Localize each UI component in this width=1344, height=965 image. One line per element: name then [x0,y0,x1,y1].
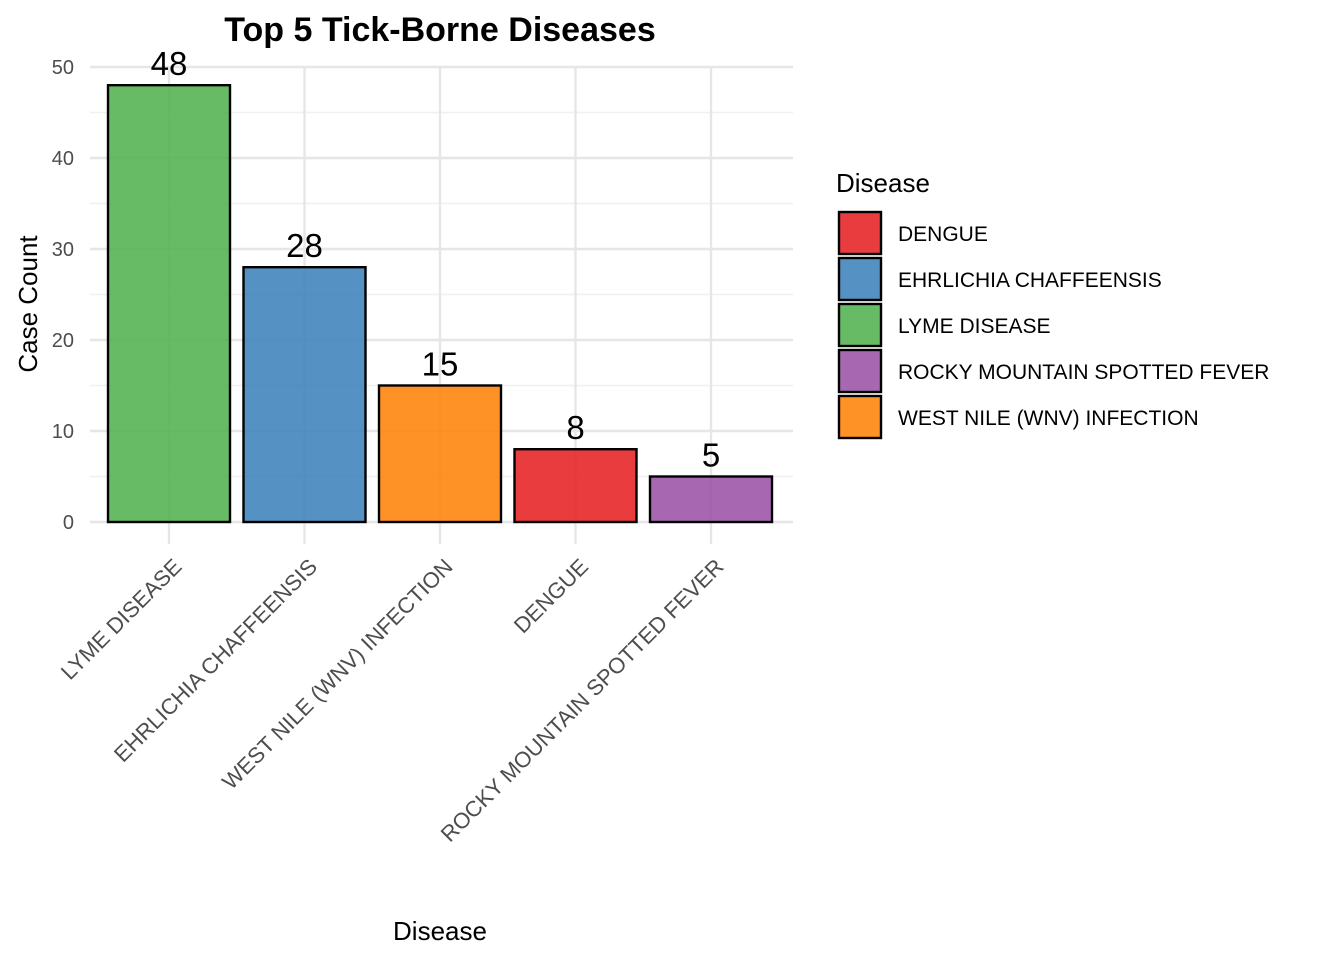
legend-swatch [837,348,883,394]
data-label: 28 [286,227,323,264]
legend-swatch [837,302,883,348]
y-tick-label: 30 [52,239,74,261]
data-label: 8 [566,409,584,446]
y-tick-label: 20 [52,330,74,352]
bar-rocky-mountain-spotted-fever [648,475,774,524]
chart-title: Top 5 Tick-Borne Diseases [224,11,655,49]
legend-swatch [837,210,883,256]
data-label: 5 [702,437,720,474]
bars [106,83,774,524]
legend-swatch [837,394,883,440]
x-tick-label: LYME DISEASE [56,554,187,685]
legend-label: LYME DISEASE [898,315,1051,338]
y-axis-title: Case Count [13,235,43,373]
y-tick-label: 10 [52,421,74,443]
y-tick-label: 40 [52,148,74,170]
x-tick-label: WEST NILE (WNV) INFECTION [217,554,457,794]
y-tick-label: 0 [63,512,74,534]
x-tick-label: ROCKY MOUNTAIN SPOTTED FEVER [436,554,729,847]
x-axis-title: Disease [393,916,487,946]
data-label: 48 [151,45,188,82]
legend-label: WEST NILE (WNV) INFECTION [898,407,1199,430]
legend: Disease DENGUE EHRLICHIA CHAFFEENSIS LYME D… [836,168,1269,440]
legend-title: Disease [836,168,930,198]
legend-label: ROCKY MOUNTAIN SPOTTED FEVER [898,361,1269,384]
legend-label: DENGUE [898,223,988,246]
bar-ehrlichia-chaffeensis [242,266,367,524]
bar-west-nile-wnv-infection [377,384,503,524]
data-label: 15 [422,346,459,383]
legend-label: EHRLICHIA CHAFFEENSIS [898,269,1162,292]
x-tick-label: DENGUE [509,554,593,638]
bar-lyme-disease [106,83,232,524]
bar-dengue [513,448,638,524]
y-tick-label: 50 [52,57,74,79]
data-labels: 48 28 15 8 5 [151,45,721,473]
legend-swatch [837,256,883,302]
y-axis: 0 10 20 30 40 50 [52,57,74,534]
